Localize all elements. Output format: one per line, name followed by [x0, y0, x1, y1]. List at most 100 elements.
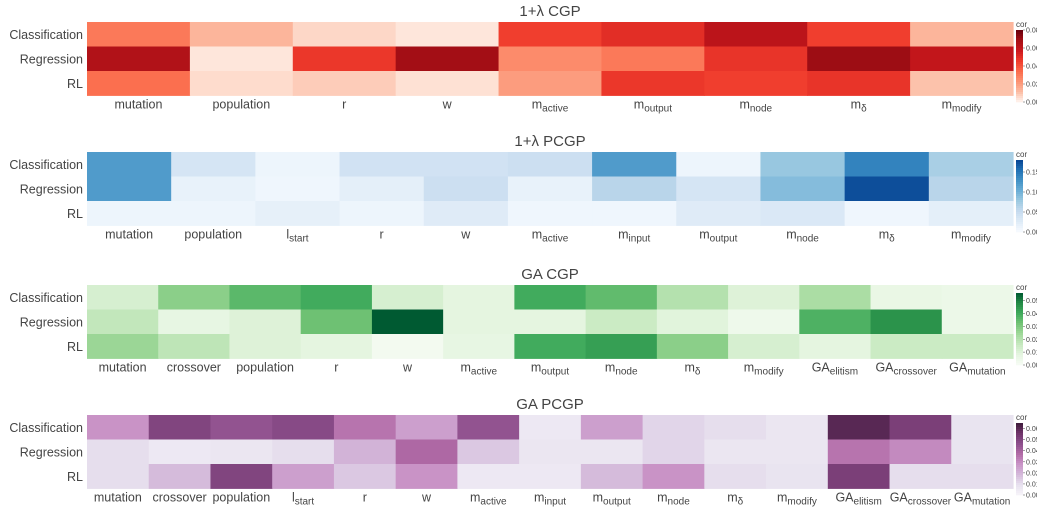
column-label-base: mutation [114, 98, 162, 112]
heatmap-cell [844, 176, 930, 202]
column-label: lstart [286, 228, 308, 245]
colorbar-step [1016, 192, 1023, 195]
colorbar-step [1016, 220, 1023, 223]
colorbar: cor 0.06 0.05 0.04 0.03 0.02 0.01 0.00 [1016, 413, 1037, 500]
heatmap-cell [87, 439, 150, 465]
colorbar-step [1016, 303, 1023, 306]
column-label: r [342, 98, 346, 112]
heatmap-cell [333, 415, 397, 440]
colorbar-tick-label: 0.15 [1026, 170, 1037, 177]
column-label: population [184, 228, 242, 242]
colorbar-step [1016, 218, 1023, 221]
heatmap-cell [704, 415, 767, 440]
column-label-base: l [286, 228, 289, 242]
colorbar-step [1016, 293, 1023, 296]
heatmap-cell [395, 22, 500, 47]
heatmap-cell [189, 22, 294, 47]
column-label-base: m [470, 491, 480, 505]
colorbar-step [1016, 439, 1023, 442]
column-label-sub: output [541, 367, 569, 378]
heatmap-cell [728, 309, 800, 335]
colorbar-step [1016, 323, 1023, 326]
heatmap-cell [766, 415, 829, 440]
colorbar-step [1016, 222, 1023, 225]
column-label-base: r [342, 98, 346, 112]
colorbar-step [1016, 56, 1023, 59]
colorbar-step [1016, 471, 1023, 474]
column-label: mδ [851, 98, 867, 115]
heatmap-cell [585, 334, 658, 359]
colorbar-step [1016, 455, 1023, 458]
panel-title: GA PCGP [516, 396, 584, 413]
heatmap-cell [807, 22, 911, 47]
column-label-sub: output [710, 234, 738, 245]
heatmap-cell [300, 309, 373, 335]
colorbar-step [1016, 321, 1023, 324]
heatmap-cell [941, 285, 1014, 310]
heatmap-cell [423, 201, 509, 226]
colorbar-step [1016, 168, 1023, 171]
column-label-sub: δ [861, 104, 867, 115]
column-label-base: crossover [153, 491, 207, 505]
colorbar-tick-label: 0.10 [1026, 190, 1037, 197]
colorbar-step [1016, 170, 1023, 173]
colorbar-tick-label: 0.03 [1026, 459, 1037, 466]
heatmap-cell [210, 439, 273, 465]
column-label-sub: input [544, 497, 566, 508]
colorbar-tick-label: 0.05 [1026, 210, 1037, 217]
colorbar-tick-label: 0.00 [1026, 363, 1037, 370]
column-label-base: m [879, 228, 889, 242]
colorbar-step [1016, 80, 1023, 83]
panel-title: 1+λ CGP [519, 3, 580, 20]
colorbar-step [1016, 52, 1023, 55]
heatmap-cell [507, 176, 593, 202]
heatmap-cell [371, 334, 444, 359]
colorbar-tick-label: 0.05 [1026, 437, 1037, 444]
heatmap-cell [171, 201, 256, 226]
column-label-base: w [460, 228, 471, 242]
column-label: moutput [699, 228, 737, 245]
colorbar-step [1016, 164, 1023, 167]
heatmap-cell [507, 152, 593, 177]
colorbar-step [1016, 98, 1023, 101]
column-label: mmodify [942, 98, 982, 115]
colorbar-step [1016, 443, 1023, 446]
column-label: mactive [470, 491, 507, 508]
column-label: GAcrossover [890, 491, 952, 508]
heatmap-cell [339, 201, 425, 226]
colorbar-step [1016, 178, 1023, 181]
colorbar-step [1016, 441, 1023, 444]
heatmap-cell [255, 176, 341, 202]
heatmap-cell [87, 415, 150, 440]
heatmap-cell [519, 415, 582, 440]
heatmap-cell [910, 46, 1014, 72]
column-label-base: m [951, 228, 961, 242]
colorbar-step [1016, 176, 1023, 179]
colorbar-tick-label: 0.06 [1026, 426, 1037, 433]
heatmap-cell [189, 46, 294, 72]
colorbar-step [1016, 301, 1023, 304]
heatmap-cell [423, 176, 509, 202]
heatmap-cell [87, 71, 191, 96]
row-label: Regression [20, 315, 83, 329]
column-label: GAelitism [812, 361, 858, 378]
heatmap-cell [928, 176, 1014, 202]
colorbar-step [1016, 435, 1023, 438]
column-label: mutation [94, 491, 142, 505]
colorbar-step [1016, 461, 1023, 464]
heatmap-cell [827, 464, 891, 489]
heatmap-cell [395, 464, 458, 489]
column-label-sub: crossover [894, 367, 938, 378]
column-label: GAelitism [835, 491, 881, 508]
column-label-base: m [460, 361, 470, 375]
heatmap-cell [870, 309, 943, 335]
heatmap-cell [728, 285, 800, 310]
heatmap-cell [656, 334, 729, 359]
heatmap-cell [889, 415, 952, 440]
colorbar-tick-label: 0.00 [1026, 493, 1037, 500]
colorbar-step [1016, 453, 1023, 456]
colorbar-step [1016, 32, 1023, 35]
colorbar-step [1016, 70, 1023, 73]
colorbar-label: cor [1016, 150, 1027, 159]
